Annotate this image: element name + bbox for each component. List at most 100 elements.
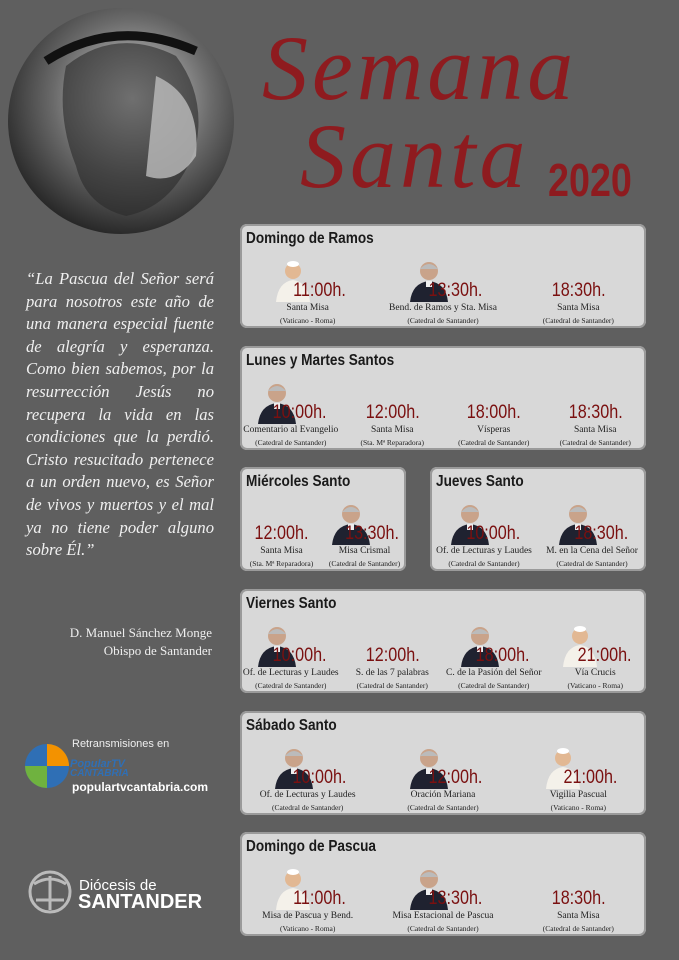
popular-tv-logo [25, 744, 69, 788]
event: 12:00h. S. de las 7 palabras (Catedral de … [342, 589, 444, 693]
event-name: Misa de Pascua y Bend. [262, 911, 354, 921]
event-time: 18:30h. [568, 402, 623, 423]
diocese-line1: Diócesis de [79, 877, 157, 894]
portrait [558, 501, 598, 550]
event-place: (Catedral de Santander) [272, 803, 344, 812]
role: Obispo de Santander [103, 643, 212, 658]
event-time: 13:30h. [345, 523, 399, 544]
logo-subtext: CANTABRIA [70, 768, 129, 779]
event: 12:00h. Santa Misa (Sta. Mª Reparadora) [240, 467, 323, 571]
event: 12:00h. Oración Mariana (Catedral de Santa… [375, 711, 510, 815]
day-title: Jueves Santo [436, 473, 524, 490]
event-place: (Catedral de Santander) [559, 438, 631, 447]
event-time: 18:30h. [551, 888, 606, 909]
event-time: 18:30h. [574, 523, 629, 544]
event-name: Santa Misa [286, 303, 329, 313]
event-name: Santa Misa [371, 425, 414, 435]
event-time: 21:00h. [563, 767, 618, 788]
event-name: Santa Misa [574, 425, 617, 435]
event-name: Santa Misa [557, 911, 600, 921]
event-name: Of. de Lecturas y Laudes [242, 668, 339, 678]
event-time: 12:00h. [365, 645, 420, 666]
event-place: (Catedral de Santander) [356, 681, 428, 690]
logo-text: PopularTV [70, 758, 126, 770]
event-place: (Catedral de Santander) [458, 438, 530, 447]
event-place: (Sta. Mª Reparadora) [360, 438, 424, 447]
event-place: (Catedral de Santander) [542, 316, 614, 325]
portrait [274, 866, 312, 915]
event-place: (Catedral de Santander) [542, 924, 614, 933]
event-place: (Sta. Mª Reparadora) [249, 559, 314, 568]
day-title: Domingo de Ramos [246, 230, 374, 247]
event: 18:30h. Santa Misa (Catedral de Santander) [511, 224, 646, 328]
event-time: 12:00h. [428, 767, 483, 788]
event-place: (Catedral de Santander) [556, 559, 628, 568]
day-title: Lunes y Martes Santos [246, 352, 395, 369]
event: 18:00h. Vísperas (Catedral de Santander) [443, 346, 545, 450]
day-title: Sábado Santo [246, 717, 337, 734]
event-name: Vísperas [477, 425, 511, 435]
event-place: (Catedral de Santander) [448, 559, 520, 568]
event-time: 21:00h. [577, 645, 632, 666]
portrait [331, 501, 371, 550]
event-time: 10:00h. [466, 523, 521, 544]
event-place: (Catedral de Santander) [407, 924, 479, 933]
event: 10:00h. Comentario al Evangelio (Catedral … [240, 346, 342, 450]
broadcast-url: populartvcantabria.com [72, 780, 209, 794]
broadcast-label: Retransmisiones en [72, 738, 170, 750]
day-box: Miércoles Santo 12:00h. Santa Misa (Sta. Mª… [240, 467, 406, 571]
event-name: Vía Crucis [574, 668, 616, 678]
diocese-logo [28, 870, 72, 914]
event-place: (Catedral de Santander) [407, 803, 479, 812]
event: 11:00h. Misa de Pascua y Bend. (Vaticano -… [240, 832, 375, 936]
event: 21:00h. Vía Crucis (Vaticano - Roma) [545, 589, 647, 693]
author: D. Manuel Sánchez Monge [69, 625, 212, 640]
event-place: (Vaticano - Roma) [279, 316, 336, 325]
event-time: 18:00h. [466, 402, 521, 423]
day-title: Viernes Santo [246, 595, 337, 612]
event: 10:00h. Of. de Lecturas y Laudes (Catedral… [240, 711, 375, 815]
portrait [460, 623, 500, 672]
event-place: (Vaticano - Roma) [550, 803, 607, 812]
event: 18:30h. Santa Misa (Catedral de Santander) [545, 346, 647, 450]
year: 2020 [548, 154, 632, 206]
event-place: (Vaticano - Roma) [567, 681, 623, 690]
event-time: 10:00h. [292, 767, 347, 788]
event-place: (Vaticano - Roma) [279, 924, 336, 933]
portrait [409, 866, 449, 915]
diocese-line2: SANTANDER [78, 891, 203, 913]
event-time: 11:00h. [293, 280, 347, 301]
event-place: (Catedral de Santander) [328, 559, 401, 568]
portrait [274, 745, 314, 794]
event-name: M. en la Cena del Señor [546, 546, 638, 556]
event: 10:00h. Of. de Lecturas y Laudes (Catedral… [240, 589, 342, 693]
event: 10:00h. Of. de Lecturas y Laudes (Catedral… [430, 467, 538, 571]
portrait [544, 745, 582, 794]
christ-portrait [8, 8, 234, 234]
portrait [409, 258, 449, 307]
event-time: 12:00h. [365, 402, 420, 423]
event-time: 11:00h. [293, 888, 347, 909]
event-time: 12:00h. [254, 523, 309, 544]
event-time: 13:30h. [428, 888, 483, 909]
event: 11:00h. Santa Misa (Vaticano - Roma) [240, 224, 375, 328]
day-box: Domingo de Ramos 11:00h. Santa Misa (Vatica… [240, 224, 646, 328]
event-place: (Catedral de Santander) [407, 316, 479, 325]
portrait [450, 501, 490, 550]
day-title: Miércoles Santo [246, 473, 351, 490]
event-name: Oración Mariana [410, 790, 476, 800]
event-place: (Catedral de Santander) [255, 438, 327, 447]
event: 13:30h. Misa Estacional de Pascua (Catedra… [375, 832, 510, 936]
event-name: Of. de Lecturas y Laudes [436, 546, 532, 556]
event-time: 13:30h. [428, 280, 483, 301]
event: 21:00h. Vigilia Pascual (Vaticano - Roma) [511, 711, 646, 815]
event-name: Misa Crismal [338, 546, 391, 556]
event-name: Misa Estacional de Pascua [392, 911, 494, 921]
day-title: Domingo de Pascua [246, 838, 376, 855]
event-time: 18:30h. [551, 280, 606, 301]
event: 18:30h. M. en la Cena del Señor (Catedral … [538, 467, 646, 571]
event-name: Vigilia Pascual [549, 790, 607, 800]
title-line1: Semana [262, 17, 578, 119]
day-box: Domingo de Pascua 11:00h. Misa de Pascua y… [240, 832, 646, 936]
